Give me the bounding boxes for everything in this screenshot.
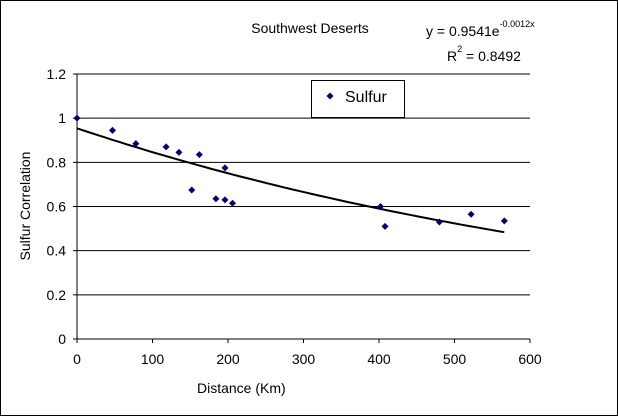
trendline-equation-base: y = 0.9541e	[426, 23, 500, 39]
x-tick-label-6: 600	[518, 351, 542, 367]
data-point-0-9	[221, 196, 229, 204]
data-point-0-14	[467, 210, 475, 218]
x-tick-label-5: 500	[443, 351, 467, 367]
x-tick-label-0: 0	[73, 351, 81, 367]
data-point-0-13	[435, 218, 443, 226]
data-point-0-6	[188, 186, 196, 194]
r-squared-value: = 0.8492	[462, 48, 521, 64]
y-tick-label-4: 0.8	[47, 154, 67, 170]
trendline-equation-exponent: -0.0012x	[500, 19, 536, 29]
data-point-0-11	[377, 203, 385, 210]
gridlines	[77, 73, 530, 296]
trendline-equation: y = 0.9541e-0.0012x	[426, 19, 535, 39]
x-tick-label-1: 100	[141, 351, 165, 367]
data-point-0-12	[381, 222, 389, 230]
y-axis-ticks: 0 0.2 0.4 0.6 0.8 1 1.2	[47, 66, 77, 347]
y-tick-label-6: 1.2	[47, 66, 67, 82]
y-tick-label-3: 0.6	[47, 199, 67, 215]
y-tick-label-1: 0.2	[47, 287, 67, 303]
legend: Sulfur	[311, 80, 405, 118]
x-axis-title: Distance (Km)	[197, 380, 286, 396]
legend-label-sulfur: Sulfur	[345, 89, 387, 106]
x-tick-label-4: 400	[367, 351, 391, 367]
data-point-0-2	[132, 140, 140, 148]
data-point-0-15	[500, 217, 508, 225]
r-squared-base: R	[447, 48, 457, 64]
data-point-0-10	[229, 199, 237, 207]
data-points	[73, 114, 508, 230]
r-squared-label: R2 = 0.8492	[447, 44, 521, 64]
r-squared-exponent: 2	[457, 44, 462, 54]
y-tick-label-0: 0	[58, 331, 66, 347]
y-tick-label-2: 0.4	[47, 243, 67, 259]
trendline	[76, 127, 505, 234]
x-tick-label-3: 300	[292, 351, 316, 367]
y-tick-label-5: 1	[58, 110, 66, 126]
data-point-0-7	[212, 195, 220, 203]
chart-title: Southwest Deserts	[251, 20, 369, 36]
data-point-0-3	[162, 143, 170, 151]
y-axis-title: Sulfur Correlation	[17, 152, 33, 261]
legend-marker-sulfur	[326, 92, 334, 100]
data-point-0-8	[221, 164, 229, 172]
data-point-0-4	[175, 148, 183, 156]
x-axis-ticks: 0 100 200 300 400 500 600	[73, 339, 542, 367]
legend-box	[311, 80, 405, 118]
data-point-0-0	[73, 114, 81, 122]
data-point-0-1	[108, 126, 116, 134]
x-tick-label-2: 200	[216, 351, 240, 367]
data-point-0-5	[195, 151, 203, 159]
